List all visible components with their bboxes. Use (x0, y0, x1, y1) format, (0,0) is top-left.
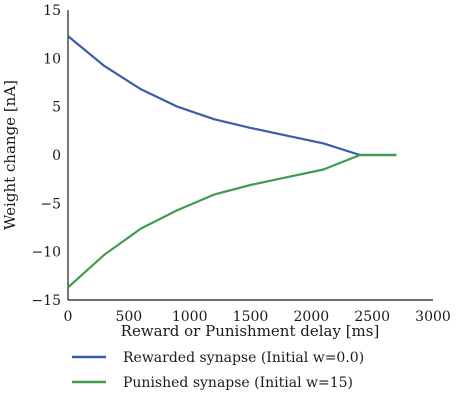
y-tick-label: −5 (40, 196, 61, 212)
y-tick-label: 10 (43, 51, 61, 67)
y-tick-label: 15 (43, 3, 61, 19)
y-tick-labels: −15 −10 −5 0 5 10 15 (31, 3, 61, 309)
y-tick-label: −15 (31, 293, 61, 309)
series-line-punished (68, 155, 397, 287)
y-axis-label: Weight change [nA] (1, 80, 19, 230)
legend: Rewarded synapse (Initial w=0.0) Punished… (72, 350, 364, 391)
x-tick-label: 0 (64, 309, 73, 325)
series-line-rewarded (68, 36, 397, 155)
legend-label: Punished synapse (Initial w=15) (123, 375, 353, 391)
series-layer (68, 36, 397, 288)
legend-label: Rewarded synapse (Initial w=0.0) (123, 350, 364, 366)
x-axis-label: Reward or Punishment delay [ms] (121, 322, 380, 340)
y-tick-label: 5 (52, 100, 61, 116)
x-tick-label: 3000 (415, 309, 451, 325)
y-tick-label: −10 (31, 245, 61, 261)
y-tick-label: 0 (52, 148, 61, 164)
